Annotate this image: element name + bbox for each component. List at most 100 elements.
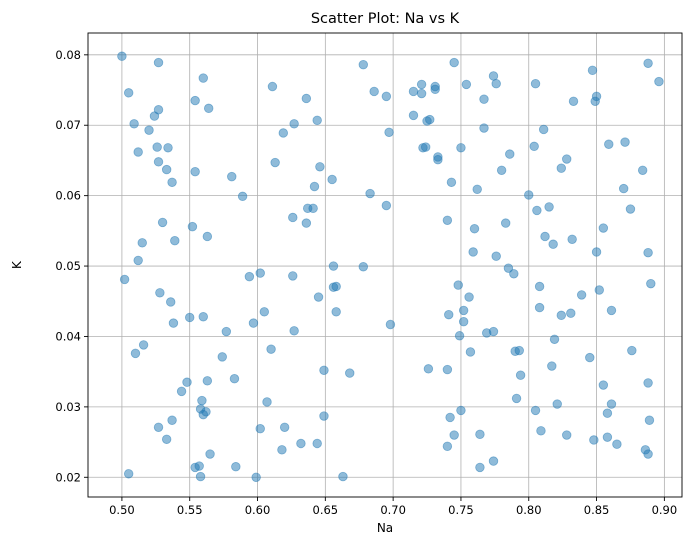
data-point xyxy=(644,415,655,425)
data-point xyxy=(194,461,204,471)
data-point xyxy=(358,59,369,70)
data-point xyxy=(430,84,440,95)
x-tick-label: 0.55 xyxy=(177,503,203,517)
data-point xyxy=(248,318,259,328)
data-point xyxy=(567,234,577,245)
data-point xyxy=(606,399,617,409)
data-point xyxy=(515,370,526,380)
data-point xyxy=(606,305,617,316)
data-point xyxy=(643,449,653,459)
y-tick-label: 0.08 xyxy=(55,48,81,62)
data-point xyxy=(408,86,419,97)
data-point xyxy=(576,290,587,300)
data-point xyxy=(198,73,208,83)
x-tick-label: 0.75 xyxy=(448,503,474,517)
data-point xyxy=(259,307,270,317)
data-point xyxy=(532,205,542,216)
data-point xyxy=(384,127,394,137)
data-point xyxy=(458,316,469,327)
data-point xyxy=(529,141,539,152)
data-point xyxy=(524,190,534,200)
data-point xyxy=(251,472,261,482)
data-point xyxy=(161,164,172,175)
data-point xyxy=(594,285,604,295)
x-axis-label: Na xyxy=(377,521,393,535)
data-point xyxy=(618,183,629,194)
data-point xyxy=(137,238,147,248)
data-point xyxy=(416,79,427,90)
data-point xyxy=(176,386,187,397)
data-point xyxy=(278,128,288,138)
data-point xyxy=(358,262,369,272)
data-point xyxy=(185,312,195,323)
data-point xyxy=(556,163,567,173)
data-point xyxy=(157,217,168,228)
data-point xyxy=(319,411,329,421)
y-tick-label: 0.06 xyxy=(55,189,81,203)
data-point xyxy=(464,292,474,302)
data-point xyxy=(500,218,511,228)
data-point xyxy=(604,139,614,149)
data-point xyxy=(585,352,595,363)
data-point xyxy=(123,88,134,98)
data-point xyxy=(511,393,522,404)
data-point xyxy=(465,347,476,357)
y-tick-label: 0.05 xyxy=(55,259,81,273)
data-point xyxy=(309,181,320,192)
data-point xyxy=(540,231,550,242)
data-point xyxy=(167,177,177,187)
data-point xyxy=(454,331,465,341)
data-point xyxy=(488,456,499,466)
data-point xyxy=(153,422,164,432)
data-point xyxy=(627,345,637,356)
data-point xyxy=(170,236,180,246)
data-point xyxy=(433,155,443,165)
data-point xyxy=(369,86,379,97)
data-point xyxy=(221,326,232,337)
data-point xyxy=(237,191,248,202)
data-point xyxy=(144,125,154,135)
data-point xyxy=(590,96,600,106)
data-point xyxy=(534,281,545,292)
data-point xyxy=(589,435,599,445)
y-tick-label: 0.03 xyxy=(55,400,81,414)
data-point xyxy=(133,255,143,266)
data-point xyxy=(203,103,214,114)
data-point xyxy=(536,426,546,436)
data-point xyxy=(446,177,457,187)
data-point xyxy=(129,119,139,129)
y-tick-label: 0.02 xyxy=(55,470,81,484)
data-point xyxy=(442,364,453,375)
data-point xyxy=(602,408,613,418)
data-point xyxy=(296,438,306,449)
data-point xyxy=(456,143,466,153)
data-point xyxy=(654,76,664,87)
data-point xyxy=(167,415,177,425)
data-point xyxy=(155,288,165,298)
data-point xyxy=(301,218,312,228)
data-point xyxy=(479,94,489,104)
data-point xyxy=(266,344,276,354)
data-point xyxy=(229,374,240,384)
data-points xyxy=(117,51,664,482)
x-tick-label: 0.60 xyxy=(245,503,271,517)
data-point xyxy=(289,119,299,129)
data-point xyxy=(530,78,541,89)
data-point xyxy=(548,239,558,249)
data-point xyxy=(190,167,200,177)
x-tick-label: 0.70 xyxy=(380,503,406,517)
data-point xyxy=(277,445,287,455)
x-tick-label: 0.90 xyxy=(652,503,678,517)
data-point xyxy=(313,292,324,302)
data-point xyxy=(166,297,176,307)
data-point xyxy=(270,157,280,168)
data-point xyxy=(469,224,480,234)
data-point xyxy=(587,65,598,76)
data-point xyxy=(468,247,478,257)
data-point xyxy=(163,143,173,153)
data-point xyxy=(444,309,454,320)
data-point xyxy=(514,345,524,356)
data-point xyxy=(231,462,241,472)
data-point xyxy=(308,203,318,214)
